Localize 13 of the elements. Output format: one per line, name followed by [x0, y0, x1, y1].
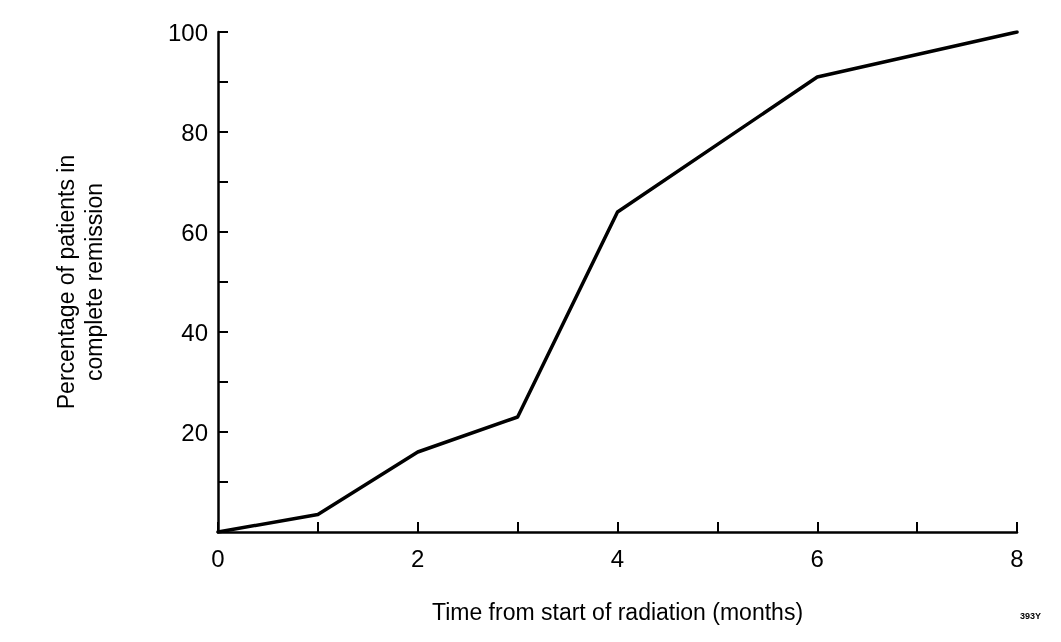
text: 393Y: [1019, 610, 1042, 621]
x-tick-label: 4: [610, 544, 625, 572]
x-tick-label: 6: [810, 544, 824, 572]
x-tick-label: 0: [211, 544, 225, 572]
x-tick-label: 2: [411, 544, 425, 572]
y-tick-label: 40: [181, 318, 208, 346]
y-tick-label: 20: [181, 418, 208, 446]
y-tick-label: 100: [167, 18, 208, 46]
y-tick-label: 60: [181, 218, 208, 246]
y-axis-title: Percentage of patients in complete remission: [53, 154, 107, 410]
x-axis-title: Time from start of radiation (months): [431, 598, 804, 625]
y-tick-label: 80: [181, 118, 208, 146]
x-tick-label: 8: [1010, 544, 1024, 572]
